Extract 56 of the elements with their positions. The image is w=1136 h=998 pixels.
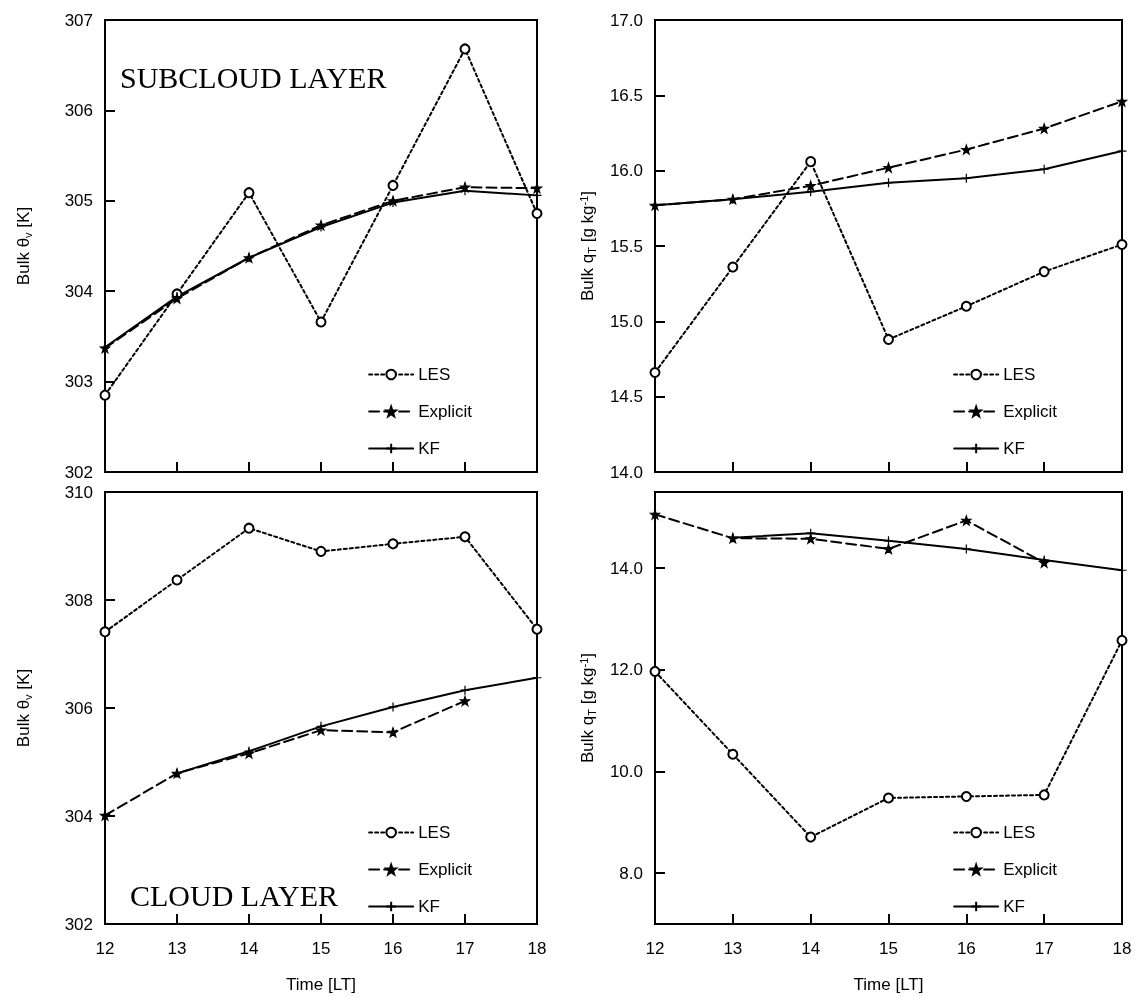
annotation: SUBCLOUD LAYER: [120, 60, 387, 94]
x-tick-label: 17: [1034, 939, 1054, 958]
y-tick-label: 304: [64, 806, 93, 826]
y-axis-title: Bulk θv [K]: [14, 206, 34, 286]
annotation: CLOUD LAYER: [130, 878, 339, 912]
x-tick-label: 18: [1112, 939, 1132, 958]
legend-label: Explicit: [418, 402, 473, 421]
y-axis-title: Bulk qT [g kg-1]: [577, 190, 598, 302]
y-tick-label: 14.5: [609, 387, 643, 407]
y-tick-label: 310: [64, 482, 93, 502]
y-tick-label: 308: [64, 590, 93, 610]
x-tick-label: 17: [455, 939, 475, 958]
x-axis-title: Time [LT]: [853, 975, 924, 994]
legend-label: Explicit: [418, 860, 473, 879]
y-axis-title: Bulk qT [g kg-1]: [577, 652, 598, 764]
x-tick-label: 12: [645, 939, 665, 958]
legend-label: KF: [1003, 897, 1025, 916]
legend-label: LES: [418, 823, 451, 842]
legend-label: Explicit: [1003, 402, 1058, 421]
x-tick-label: 13: [167, 939, 187, 958]
x-tick-label: 12: [95, 939, 115, 958]
y-tick-label: 15.5: [609, 236, 643, 256]
y-axis-title: Bulk θv [K]: [14, 668, 34, 748]
y-tick-label: 302: [64, 462, 93, 482]
y-tick-label: 8.0: [619, 863, 643, 883]
y-tick-label: 307: [64, 10, 93, 30]
y-tick-label: 306: [64, 100, 93, 120]
y-tick-label: 16.5: [609, 85, 643, 105]
x-tick-label: 14: [239, 939, 259, 958]
y-tick-label: 16.0: [609, 161, 643, 181]
legend-label: LES: [1003, 365, 1036, 384]
legend-label: LES: [418, 365, 451, 384]
x-tick-label: 16: [383, 939, 403, 958]
y-tick-label: 10.0: [609, 762, 643, 782]
x-tick-label: 15: [879, 939, 898, 958]
x-axis-title: Time [LT]: [286, 975, 356, 994]
y-tick-label: 302: [64, 914, 93, 934]
x-tick-label: 13: [723, 939, 743, 958]
x-tick-label: 14: [801, 939, 821, 958]
x-tick-label: 18: [527, 939, 547, 958]
legend-label: KF: [418, 897, 440, 916]
y-tick-label: 306: [64, 698, 93, 718]
x-tick-label: 15: [311, 939, 331, 958]
y-tick-label: 14.0: [609, 462, 643, 482]
x-tick-label: 16: [956, 939, 976, 958]
legend-label: Explicit: [1003, 860, 1058, 879]
y-tick-label: 303: [64, 372, 93, 392]
y-tick-label: 305: [64, 191, 93, 211]
legend-label: LES: [1003, 823, 1036, 842]
y-tick-label: 304: [64, 281, 93, 301]
y-tick-label: 14.0: [609, 558, 643, 578]
y-tick-label: 17.0: [609, 10, 643, 30]
y-tick-label: 15.0: [609, 311, 643, 331]
legend-label: KF: [418, 439, 440, 458]
y-tick-label: 12.0: [609, 660, 643, 680]
legend-label: KF: [1003, 439, 1025, 458]
